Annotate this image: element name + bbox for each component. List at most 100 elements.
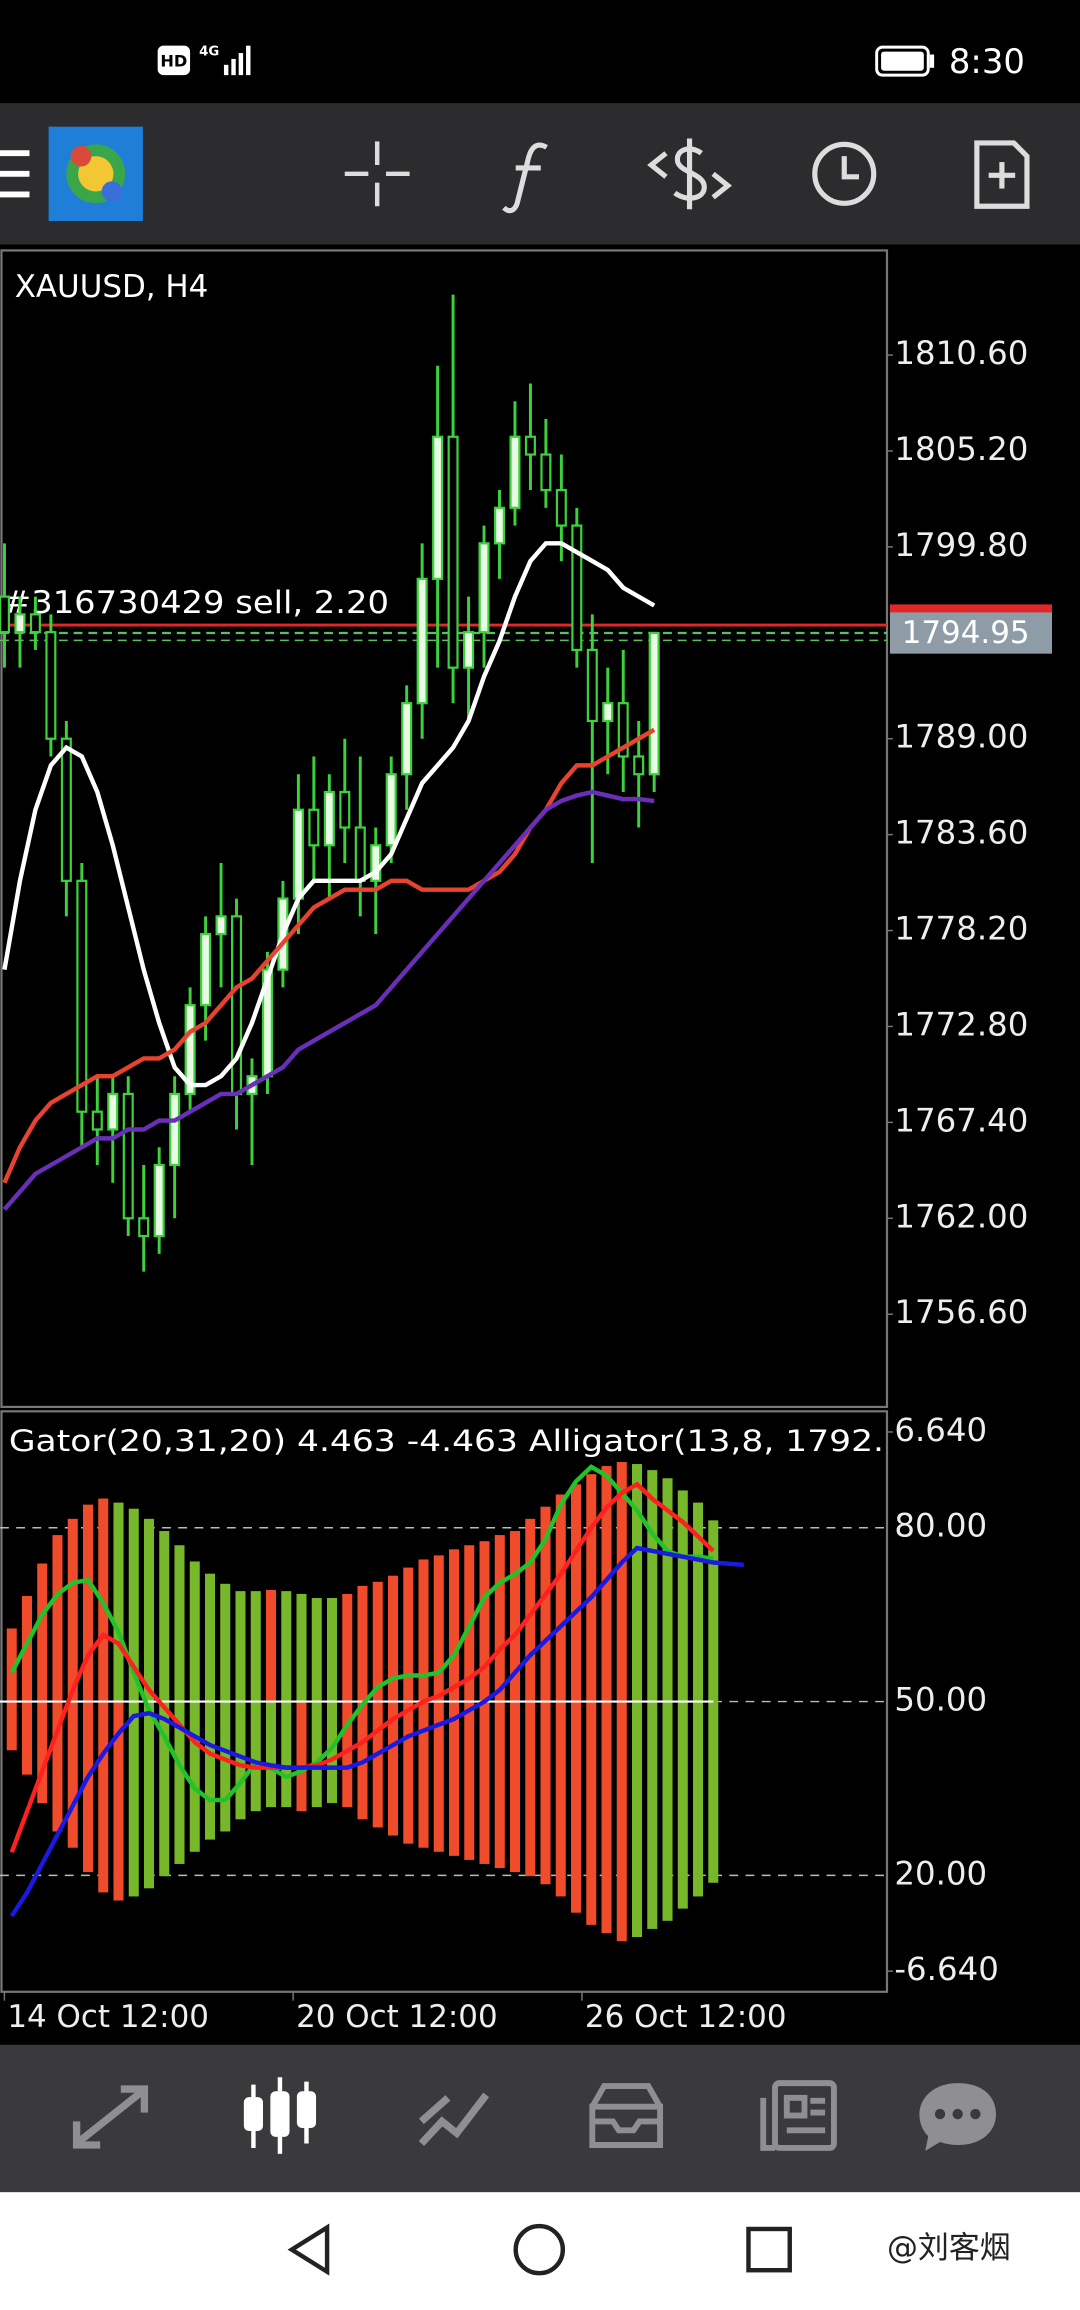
watermark: @刘客烟: [887, 2230, 1011, 2266]
gator-bar: [296, 1701, 307, 1812]
y2-tick-label: 80.00: [894, 1507, 987, 1545]
candle-body: [292, 808, 304, 900]
candle-body: [215, 915, 227, 936]
gator-bar: [52, 1701, 63, 1832]
battery: [875, 45, 935, 77]
gator-bar: [403, 1701, 414, 1844]
gator-bar: [143, 1518, 155, 1702]
gator-bar: [220, 1701, 231, 1832]
gator-bar: [281, 1591, 292, 1702]
moving-average: [2, 541, 656, 1088]
gator-bar: [449, 1549, 460, 1702]
gator-bar: [342, 1701, 353, 1808]
back-button[interactable]: [287, 2223, 330, 2276]
gator-bar: [479, 1701, 490, 1864]
gator-bar: [265, 1589, 277, 1702]
gator-bar: [372, 1581, 383, 1702]
quotes-tab[interactable]: [72, 2085, 149, 2149]
y-tick-label: 1789.00: [894, 718, 1028, 756]
candle-body: [447, 435, 459, 669]
gator-bar: [189, 1701, 200, 1852]
y-tick-label: 1783.60: [894, 814, 1028, 852]
gator-bar: [479, 1541, 490, 1702]
gator-bar: [174, 1701, 185, 1864]
gator-bar: [296, 1593, 307, 1702]
candle-body: [633, 755, 645, 776]
gator-bar: [21, 1595, 33, 1702]
candle-body: [45, 631, 57, 740]
y-tick-label: 6.640: [894, 1411, 987, 1449]
candle-body: [91, 1110, 103, 1131]
candle-body: [540, 453, 552, 492]
gator-bar: [52, 1535, 63, 1702]
gator-bar: [220, 1583, 231, 1702]
gator-bar: [571, 1484, 582, 1702]
moving-average: [2, 789, 655, 1211]
navigation-bar: [0, 2192, 1080, 2310]
y-tick-label: 1772.80: [894, 1005, 1028, 1043]
gator-bar: [128, 1508, 139, 1702]
gator-bar: [326, 1701, 338, 1804]
recents-button[interactable]: [746, 2226, 792, 2273]
candle-body: [122, 1092, 134, 1220]
gator-bar: [510, 1701, 521, 1873]
y2-tick-label: 20.00: [894, 1854, 987, 1892]
chat-tab[interactable]: [919, 2083, 997, 2151]
chart-tab[interactable]: [243, 2077, 317, 2154]
gator-bar: [647, 1701, 658, 1929]
candle-body: [401, 702, 413, 776]
candle-body: [339, 790, 351, 829]
candle-body: [571, 524, 583, 652]
trade-tab[interactable]: [418, 2092, 490, 2147]
menu-button[interactable]: [0, 150, 30, 198]
news-tab[interactable]: [760, 2080, 837, 2151]
candle-body: [230, 915, 243, 1096]
candle-body: [200, 932, 212, 1007]
trade-button[interactable]: [647, 138, 732, 210]
signal-type: 4G: [199, 45, 219, 60]
candle-body: [493, 506, 506, 545]
gator-bar: [311, 1598, 322, 1702]
price-panel: [0, 249, 889, 1409]
new-order-button[interactable]: [974, 140, 1030, 209]
gator-bar: [372, 1701, 383, 1828]
gator-bar: [494, 1535, 505, 1702]
indicator-button[interactable]: [502, 142, 548, 214]
gator-bar: [540, 1506, 551, 1702]
y-tick-label: 1756.60: [894, 1293, 1028, 1331]
alligator-line: [9, 1545, 744, 1918]
gator-bar: [6, 1628, 17, 1702]
x-tick-label: 26 Oct 12:00: [585, 1999, 787, 2035]
toolbar: [0, 103, 1080, 245]
gator-bar: [388, 1575, 399, 1702]
candle-body: [586, 648, 598, 723]
current-price-tag: [889, 612, 1053, 654]
gator-bar: [616, 1701, 627, 1942]
gator-bar: [250, 1701, 261, 1812]
gator-bar: [677, 1701, 688, 1909]
gator-bar: [235, 1701, 246, 1820]
gator-bar: [67, 1518, 78, 1702]
candle-body: [602, 702, 614, 723]
candle-body: [76, 879, 88, 1113]
x-tick-label: 14 Oct 12:00: [7, 1999, 209, 2035]
gator-bar: [128, 1701, 139, 1897]
history-button[interactable]: [812, 141, 877, 206]
gator-bar: [204, 1573, 216, 1702]
y-tick-label: 1778.20: [894, 910, 1028, 948]
candle-body: [323, 790, 335, 847]
y-tick-label: 1810.60: [894, 334, 1028, 372]
mailbox-tab[interactable]: [589, 2083, 664, 2148]
hd-label: HD: [160, 51, 187, 70]
candle-body: [478, 542, 490, 634]
home-button[interactable]: [513, 2223, 566, 2276]
gator-bar: [67, 1701, 78, 1848]
app-icon[interactable]: [48, 126, 143, 221]
y-tick-label: 1805.20: [894, 430, 1028, 468]
gator-bar: [143, 1701, 155, 1889]
candle-body: [555, 488, 567, 527]
gator-bar: [510, 1531, 521, 1702]
crosshair-button[interactable]: [344, 141, 410, 207]
candle-body: [107, 1092, 119, 1131]
y-tick-label: 1799.80: [894, 526, 1028, 564]
